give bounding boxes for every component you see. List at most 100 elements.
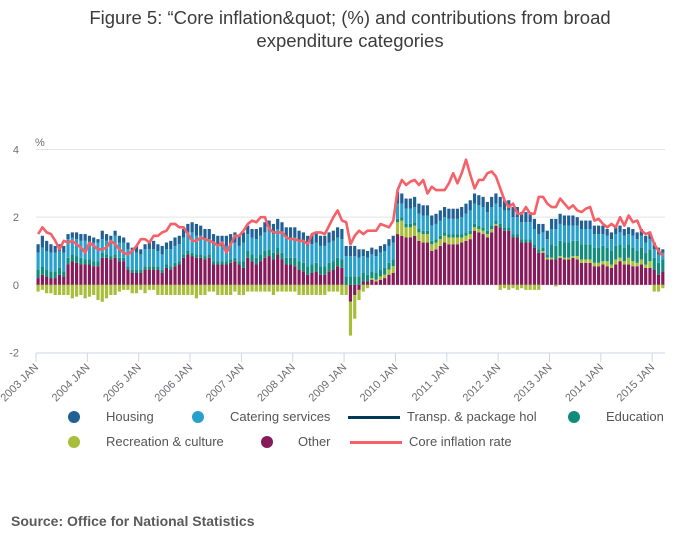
bar-catering <box>451 218 455 235</box>
bar-housing <box>79 234 83 241</box>
bar-recreation <box>498 284 502 290</box>
bar-recreation <box>532 284 537 290</box>
bar-housing <box>62 245 66 253</box>
bar-recreation <box>545 257 549 260</box>
bar-other <box>348 284 353 302</box>
bar-education <box>528 239 532 243</box>
bar-housing <box>408 198 412 209</box>
bar-housing <box>584 220 588 230</box>
bar-other <box>353 284 357 295</box>
bar-other <box>502 230 507 285</box>
bar-housing <box>528 212 532 223</box>
bar-housing <box>318 235 323 246</box>
legend-item-housing[interactable]: Housing <box>0 408 700 428</box>
bar-recreation <box>96 284 100 301</box>
bar-education <box>502 227 507 231</box>
bar-catering <box>443 217 447 233</box>
bar-recreation <box>413 225 417 236</box>
bar-catering <box>348 256 353 277</box>
bar-housing <box>455 208 460 219</box>
bar-catering <box>481 207 485 228</box>
bar-education <box>276 247 280 255</box>
bar-housing <box>229 234 233 245</box>
bar-recreation <box>644 264 648 268</box>
bar-recreation <box>53 284 57 295</box>
bar-education <box>644 252 648 265</box>
bar-recreation <box>434 242 438 250</box>
legend-item-catering[interactable]: Catering services <box>0 408 700 428</box>
bar-housing <box>340 229 344 240</box>
bar-catering <box>331 240 335 262</box>
legend-item-recreation[interactable]: Recreation & culture <box>0 433 700 453</box>
bar-other <box>241 267 246 285</box>
bar-other <box>177 264 181 285</box>
bar-education <box>365 274 370 282</box>
bar-education <box>237 261 241 265</box>
bar-recreation <box>447 237 451 245</box>
bar-education <box>57 267 62 275</box>
bar-other <box>378 279 382 285</box>
bar-other <box>365 281 370 285</box>
bar-other <box>100 257 104 285</box>
bar-other <box>541 252 545 285</box>
bar-housing <box>605 229 609 236</box>
bar-catering <box>571 225 575 241</box>
bar-catering <box>507 210 511 228</box>
bar-other <box>656 274 661 285</box>
bar-other <box>644 267 648 285</box>
x-tick-label: 2011 JAN <box>410 362 452 404</box>
bar-other <box>70 261 74 285</box>
bar-housing <box>344 245 348 257</box>
bar-recreation <box>62 284 66 295</box>
bar-other <box>443 242 447 285</box>
bar-recreation <box>331 284 335 292</box>
bar-housing <box>220 235 224 246</box>
bar-other <box>614 264 618 285</box>
bar-education <box>584 244 588 260</box>
bar-other <box>631 266 635 285</box>
bar-recreation <box>558 256 562 258</box>
bar-education <box>267 249 271 257</box>
bar-other <box>87 264 92 285</box>
legend-item-transport[interactable]: Transp. & package hol <box>0 408 700 428</box>
bar-housing <box>644 235 648 243</box>
legend-item-core[interactable]: Core inflation rate <box>0 433 700 453</box>
bar-education <box>79 257 83 265</box>
bar-other <box>284 264 288 285</box>
bar-other <box>331 269 335 285</box>
bar-catering <box>370 254 374 272</box>
bar-catering <box>250 237 254 255</box>
bar-education <box>605 247 609 262</box>
x-tick-label: 2010 JAN <box>358 362 401 405</box>
bar-housing <box>259 227 263 236</box>
bar-housing <box>609 232 614 240</box>
bar-recreation <box>36 284 40 292</box>
bar-other <box>387 274 391 285</box>
bar-recreation <box>199 284 203 295</box>
bar-other <box>455 244 460 285</box>
bar-education <box>626 244 631 258</box>
bar-housing <box>361 249 365 257</box>
bar-housing <box>199 225 203 236</box>
bar-catering <box>207 239 211 255</box>
x-tick-label: 2012 JAN <box>461 362 504 405</box>
bar-recreation <box>250 284 254 292</box>
bar-recreation <box>164 284 169 295</box>
bar-housing <box>357 249 361 258</box>
bar-housing <box>511 207 515 218</box>
bar-catering <box>537 234 541 250</box>
bar-education <box>443 232 447 236</box>
bar-recreation <box>395 222 400 235</box>
legend-item-other[interactable]: Other <box>0 433 700 453</box>
bar-housing <box>639 229 644 236</box>
bar-recreation <box>425 234 430 243</box>
bar-recreation <box>520 284 524 289</box>
bar-housing <box>237 235 241 246</box>
bar-education <box>271 252 276 260</box>
bar-catering <box>160 254 164 270</box>
bar-housing <box>451 208 455 219</box>
legend-item-education[interactable]: Education <box>0 408 700 428</box>
bar-other <box>460 242 464 285</box>
bar-recreation <box>134 284 139 294</box>
bar-other <box>639 264 644 285</box>
